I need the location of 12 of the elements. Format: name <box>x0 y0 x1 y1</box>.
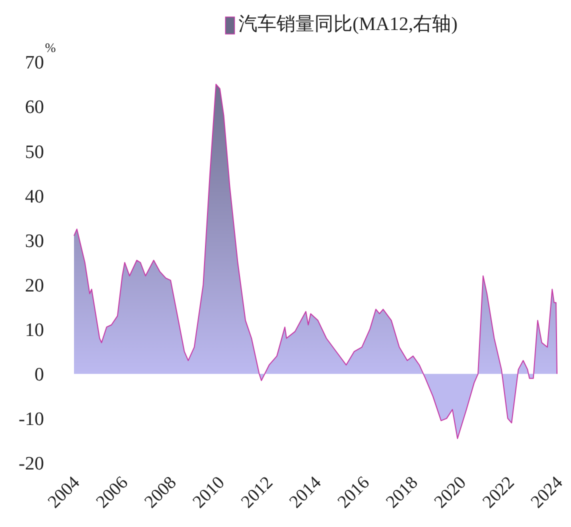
y-tick-label: 70 <box>25 52 44 74</box>
y-tick-label: 60 <box>25 97 44 118</box>
y-tick-label: 50 <box>25 142 44 163</box>
y-tick-label: -20 <box>18 454 44 475</box>
y-tick-label: 0 <box>34 364 44 386</box>
y-tick-label: 10 <box>25 320 44 341</box>
y-tick-label: 30 <box>25 230 44 252</box>
y-tick-label: -10 <box>18 409 44 430</box>
y-tick-label: 20 <box>25 275 44 296</box>
legend-label: 汽车销量同比(MA12,右轴) <box>238 14 458 35</box>
y-tick-label: 40 <box>25 186 44 208</box>
y-axis-title: % <box>45 40 56 55</box>
